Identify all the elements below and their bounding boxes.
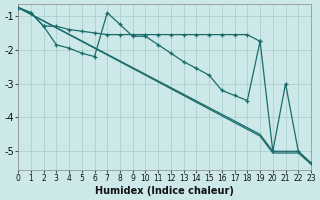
X-axis label: Humidex (Indice chaleur): Humidex (Indice chaleur) — [95, 186, 234, 196]
